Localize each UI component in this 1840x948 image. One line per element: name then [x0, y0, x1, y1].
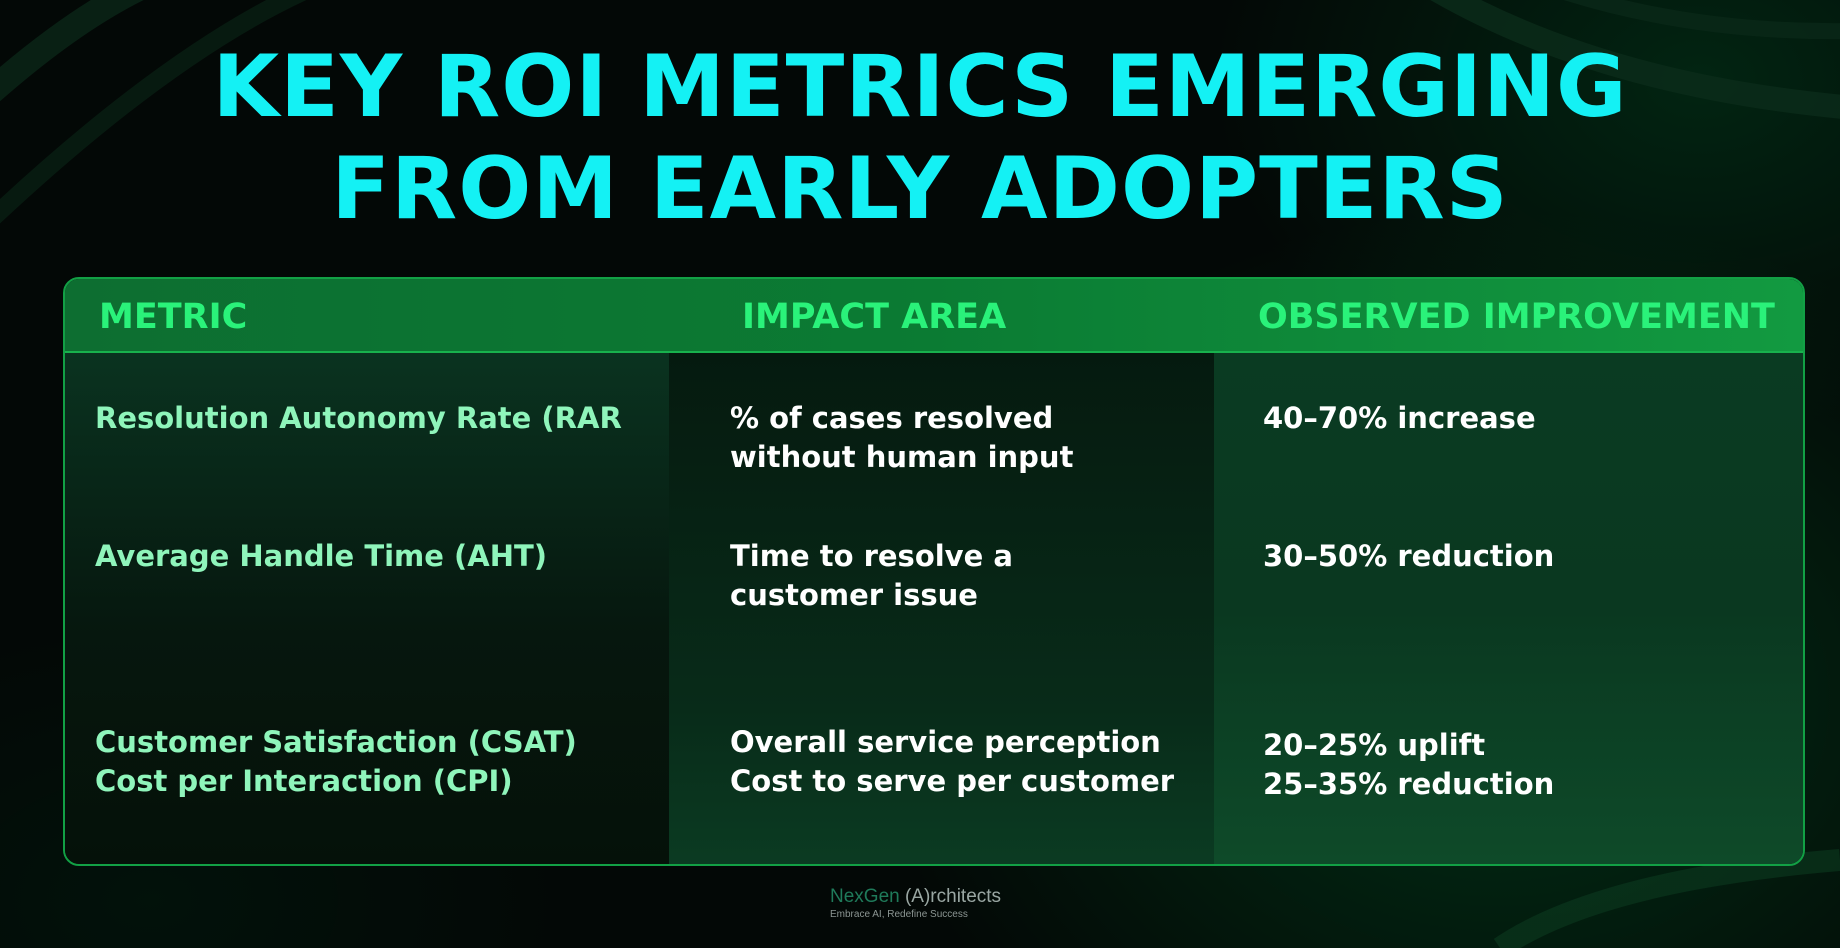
- row-2-metric-line-1: Average Handle Time (AHT): [95, 539, 548, 573]
- row-3-metric: Customer Satisfaction (CSAT) Cost per In…: [95, 723, 577, 801]
- row-2-impact: Time to resolve a customer issue: [730, 537, 1013, 615]
- title-line-1: KEY ROI METRICS EMERGING: [212, 37, 1628, 137]
- header-metric: METRIC: [99, 297, 248, 337]
- row-1-impact-line-1: % of cases resolved: [730, 401, 1054, 435]
- row-2-improvement-line-1: 30–50% reduction: [1263, 539, 1555, 573]
- title-line-2: FROM EARLY ADOPTERS: [331, 139, 1509, 239]
- metric-column-background: [65, 352, 669, 864]
- impact-column-background: [669, 352, 1214, 864]
- row-2-improvement: 30–50% reduction: [1263, 537, 1554, 576]
- row-1-metric-line-1: Resolution Autonomy Rate (RAR: [95, 401, 622, 435]
- row-3-impact-line-1: Overall service perception: [730, 725, 1161, 759]
- roi-metrics-table: METRIC IMPACT AREA OBSERVED IMPROVEMENT …: [63, 277, 1805, 866]
- improvement-column-background: [1214, 352, 1803, 864]
- brand-footer: NexGen (A)rchitects Embrace AI, Redefine…: [830, 886, 1030, 921]
- row-2-impact-line-2: customer issue: [730, 578, 978, 612]
- row-3-improvement: 20–25% uplift 25–35% reduction: [1263, 726, 1554, 804]
- page-title: KEY ROI METRICS EMERGING FROM EARLY ADOP…: [0, 36, 1840, 240]
- row-3-improvement-line-2: 25–35% reduction: [1263, 767, 1555, 801]
- header-observed-improvement: OBSERVED IMPROVEMENT: [1258, 297, 1775, 337]
- row-1-metric: Resolution Autonomy Rate (RAR: [95, 399, 622, 438]
- row-3-impact-line-2: Cost to serve per customer: [730, 764, 1175, 798]
- brand-name-part-1: NexGen: [830, 886, 900, 907]
- row-1-improvement: 40–70% increase: [1263, 399, 1536, 438]
- header-impact-area: IMPACT AREA: [742, 297, 1007, 337]
- brand-tagline: Embrace AI, Redefine Success: [830, 909, 968, 920]
- table-header: METRIC IMPACT AREA OBSERVED IMPROVEMENT: [65, 279, 1803, 353]
- row-3-metric-line-1: Customer Satisfaction (CSAT): [95, 725, 577, 759]
- row-1-impact: % of cases resolved without human input: [730, 399, 1073, 477]
- brand-logo-text: NexGen (A)rchitects: [830, 886, 1030, 908]
- row-1-improvement-line-1: 40–70% increase: [1263, 401, 1536, 435]
- row-3-impact: Overall service perception Cost to serve…: [730, 723, 1174, 801]
- brand-name-part-2: (A)rchitects: [904, 886, 1002, 907]
- row-3-metric-line-2: Cost per Interaction (CPI): [95, 764, 513, 798]
- row-2-impact-line-1: Time to resolve a: [730, 539, 1013, 573]
- row-2-metric: Average Handle Time (AHT): [95, 537, 547, 576]
- row-3-improvement-line-1: 20–25% uplift: [1263, 728, 1486, 762]
- row-1-impact-line-2: without human input: [730, 440, 1074, 474]
